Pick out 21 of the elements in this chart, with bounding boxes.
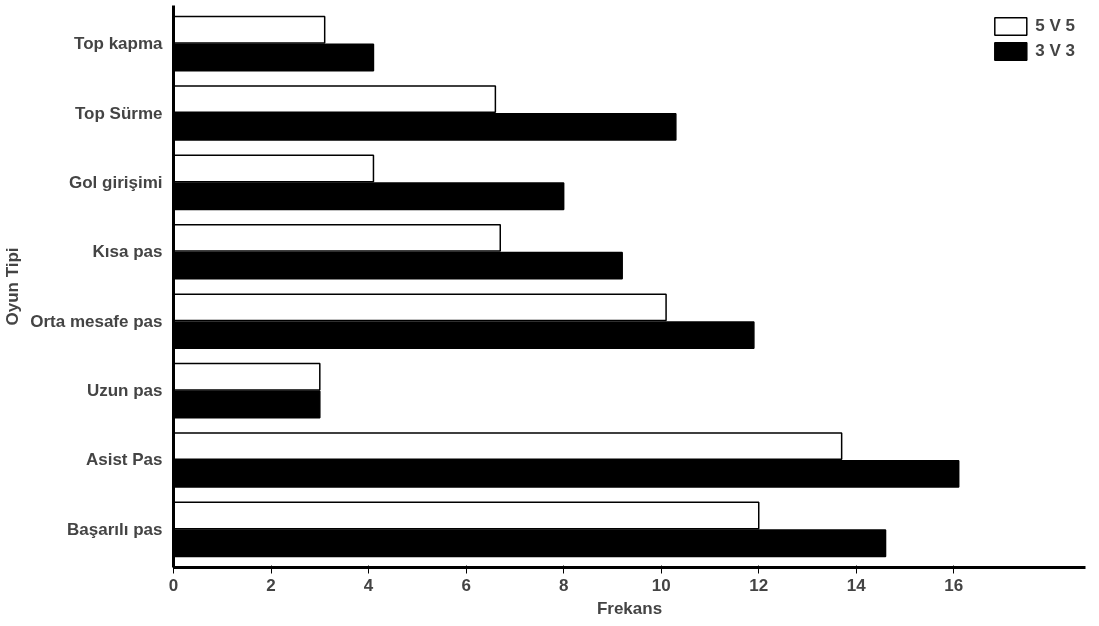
x-tick-label: 10 xyxy=(651,575,671,595)
y-tick-label: Kısa pas xyxy=(92,242,163,262)
x-tick-label: 2 xyxy=(266,575,276,595)
y-tick-label: Orta mesafe pas xyxy=(30,311,163,331)
x-tick-label: 6 xyxy=(461,575,471,595)
legend-label: 5 V 5 xyxy=(1035,16,1075,36)
x-tick-label: 14 xyxy=(846,575,867,595)
y-tick-label: Gol girişimi xyxy=(68,172,163,192)
x-tick-label: 8 xyxy=(558,575,569,595)
x-axis-title: Frekans xyxy=(596,598,663,618)
y-tick-label: Asist Pas xyxy=(85,450,163,470)
y-tick-label: Başarılı pas xyxy=(67,519,163,539)
y-tick-label: Top Sürme xyxy=(74,103,163,123)
x-tick-label: 16 xyxy=(944,575,964,595)
y-tick-label: Uzun pas xyxy=(86,381,163,401)
legend-label: 3 V 3 xyxy=(1035,41,1075,61)
x-tick-label: 0 xyxy=(168,575,179,595)
y-axis-title: Oyun Tipi xyxy=(3,247,23,326)
x-tick-label: 12 xyxy=(749,575,769,595)
y-tick-label: Top kapma xyxy=(74,34,164,54)
x-tick-label: 4 xyxy=(363,575,374,595)
